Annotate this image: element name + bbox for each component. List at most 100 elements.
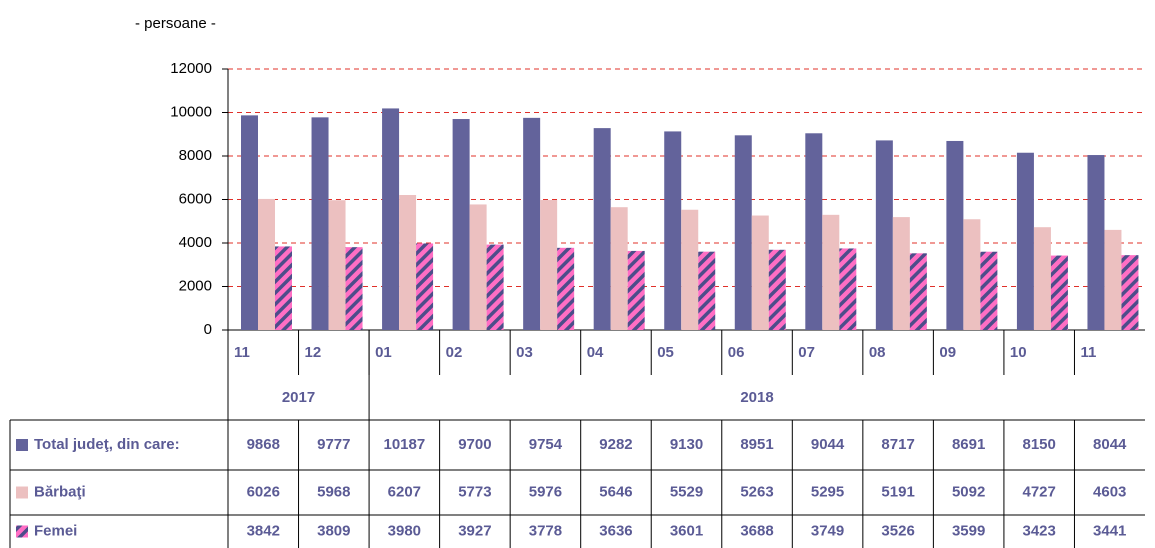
y-tick-label: 8000 [179, 147, 212, 164]
x-tick-label: 03 [516, 344, 533, 361]
bar [311, 117, 329, 330]
table-cell: 9868 [247, 436, 280, 453]
bar [540, 200, 558, 330]
table-cell: 9130 [670, 436, 703, 453]
bar [416, 243, 434, 330]
table-cell: 3636 [599, 522, 632, 539]
table-cell: 9282 [599, 436, 632, 453]
bar [382, 108, 400, 331]
bar [557, 247, 575, 330]
table-cell: 8150 [1023, 436, 1056, 453]
bar [399, 194, 417, 330]
table-cell: 5295 [811, 483, 844, 500]
table-cell: 5263 [740, 483, 773, 500]
x-tick-label: 10 [1010, 344, 1027, 361]
table-cell: 3842 [247, 522, 280, 539]
x-tick-label: 12 [305, 344, 322, 361]
bar [1033, 227, 1051, 330]
y-tick-label: 12000 [170, 60, 212, 77]
table-cell: 8717 [881, 436, 914, 453]
legend-label: Total judeţ, din care: [34, 436, 180, 453]
table-cell: 9700 [458, 436, 491, 453]
bar [963, 219, 981, 330]
bar [909, 253, 927, 330]
x-tick-label: 06 [728, 344, 745, 361]
table-cell: 6026 [247, 483, 280, 500]
table-cell: 5773 [458, 483, 491, 500]
group-label: 2018 [740, 389, 773, 406]
x-tick-label: 11 [1080, 344, 1096, 361]
bar [258, 198, 275, 330]
bar [875, 140, 893, 330]
x-tick-label: 04 [587, 344, 604, 361]
table-cell: 4727 [1023, 483, 1056, 500]
y-tick-label: 10000 [170, 103, 212, 120]
bar [751, 215, 769, 330]
table-cell: 5092 [952, 483, 985, 500]
table-cell: 8951 [740, 436, 773, 453]
bar [593, 128, 611, 330]
y-tick-label: 6000 [179, 190, 212, 207]
table-cell: 5191 [881, 483, 914, 500]
bar [1121, 255, 1139, 330]
x-tick-label: 07 [798, 344, 815, 361]
bar [892, 217, 910, 330]
bar [452, 119, 470, 331]
bar [946, 140, 964, 330]
bar [805, 133, 823, 330]
table-cell: 6207 [388, 483, 421, 500]
bar [839, 248, 857, 330]
table-cell: 3526 [881, 522, 914, 539]
table-cell: 8691 [952, 436, 985, 453]
legend-marker [16, 439, 28, 451]
table-cell: 3688 [740, 522, 773, 539]
table-cell: 10187 [383, 436, 425, 453]
bar [627, 250, 645, 330]
table-cell: 3601 [670, 522, 703, 539]
y-axis-label: - persoane - [135, 15, 216, 32]
bar [241, 115, 258, 330]
bar [486, 244, 504, 330]
bar [734, 135, 752, 330]
legend-label: Bărbaţi [34, 483, 86, 500]
bar [1104, 229, 1122, 330]
table-cell: 3980 [388, 522, 421, 539]
bar [345, 247, 363, 330]
table-cell: 3599 [952, 522, 985, 539]
bar [1087, 155, 1105, 330]
table-cell: 8044 [1093, 436, 1127, 453]
bar [610, 207, 628, 330]
x-tick-label: 01 [375, 344, 392, 361]
table-cell: 5529 [670, 483, 703, 500]
table-cell: 5968 [317, 483, 350, 500]
bar [275, 246, 292, 330]
x-tick-label: 09 [939, 344, 956, 361]
y-tick-label: 2000 [179, 277, 212, 294]
table-cell: 3749 [811, 522, 844, 539]
table-cell: 5976 [529, 483, 562, 500]
legend-marker [16, 486, 28, 499]
bar [523, 117, 541, 331]
table-cell: 5646 [599, 483, 632, 500]
y-tick-label: 0 [204, 321, 212, 338]
group-label: 2017 [282, 389, 315, 406]
bar [1016, 152, 1034, 330]
table-cell: 3441 [1093, 522, 1126, 539]
x-tick-label: 02 [446, 344, 463, 361]
x-tick-label: 05 [657, 344, 674, 361]
bar [768, 249, 786, 330]
table-cell: 3778 [529, 522, 562, 539]
x-tick-label: 08 [869, 344, 886, 361]
legend-marker [16, 525, 28, 538]
bar [1050, 255, 1068, 330]
bar [328, 200, 346, 330]
table-cell: 9777 [317, 436, 350, 453]
table-cell: 9754 [529, 436, 563, 453]
table-cell: 3423 [1023, 522, 1056, 539]
bar [822, 214, 840, 330]
bar [664, 131, 682, 330]
x-tick-label: 11 [234, 344, 250, 361]
y-tick-label: 4000 [179, 234, 212, 251]
bar [469, 204, 487, 330]
